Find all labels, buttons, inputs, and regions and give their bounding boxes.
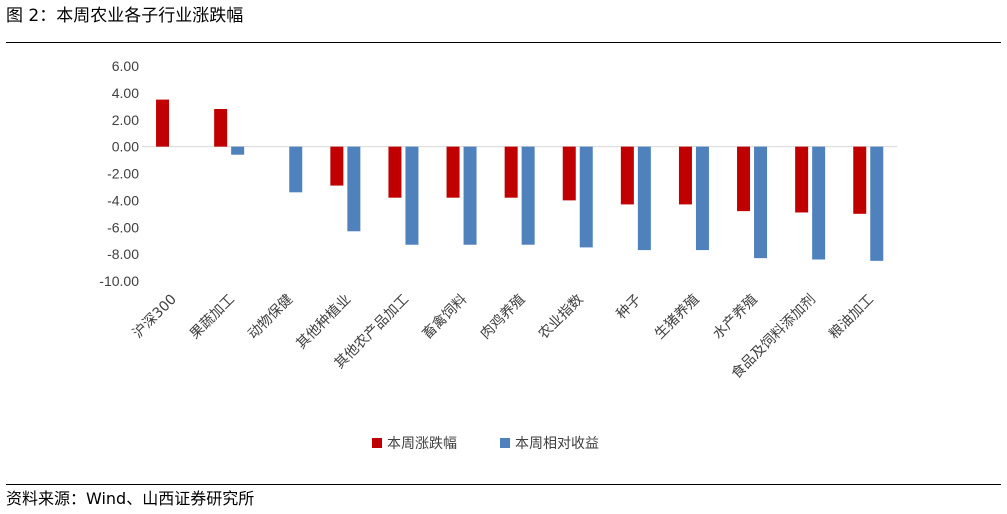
bar-weekly-change-11: [737, 146, 751, 212]
x-category-label: 水产养殖: [709, 291, 761, 343]
y-tick-label: 0.00: [112, 139, 139, 155]
bar-relative-return-13: [870, 146, 884, 261]
bar-weekly-change-10: [678, 146, 692, 205]
x-category-label: 其他种植业: [293, 292, 354, 353]
legend-swatch: [372, 438, 382, 448]
bar-relative-return-5: [405, 146, 419, 245]
bar-relative-return-11: [754, 146, 768, 259]
bar-relative-return-10: [695, 146, 709, 251]
legend-label: 本周涨跌幅: [387, 436, 457, 452]
y-axis-ticks: 6.00 4.00 2.00 0.00 -2.00 -4.00 -6.00 -8.00 -10.…: [99, 58, 139, 289]
x-category-label: 畜禽饲料: [419, 291, 471, 343]
y-tick-label: -4.00: [107, 192, 139, 208]
x-category-label: 农业指数: [536, 292, 587, 343]
x-category-label: 粮油加工: [826, 292, 877, 343]
bar-relative-return-8: [579, 146, 593, 248]
bars: [156, 99, 884, 261]
bar-weekly-change-6: [446, 146, 460, 198]
x-category-label: 动物保健: [245, 292, 296, 343]
bottom-rule: [6, 484, 1001, 485]
x-category-label: 果蔬加工: [187, 292, 238, 343]
y-tick-label: -2.00: [107, 166, 139, 182]
legend-label: 本周相对收益: [515, 436, 599, 452]
bar-weekly-change-5: [388, 146, 402, 198]
bar-relative-return-6: [463, 146, 477, 245]
x-category-label: 沪深300: [130, 292, 180, 342]
y-tick-label: 2.00: [112, 112, 139, 128]
bar-weekly-change-13: [853, 146, 867, 214]
x-category-label: 种子: [614, 292, 645, 323]
source-note: 资料来源：Wind、山西证券研究所: [6, 489, 255, 508]
x-category-label: 生猪养殖: [651, 291, 703, 343]
bar-weekly-change-4: [330, 146, 344, 186]
legend-swatch: [500, 438, 510, 448]
figure-title: 图 2：本周农业各子行业涨跌幅: [6, 6, 244, 26]
bar-weekly-change-7: [504, 146, 518, 198]
bar-relative-return-9: [637, 146, 651, 251]
y-tick-label: 6.00: [112, 58, 139, 74]
y-tick-label: -6.00: [107, 219, 139, 235]
bar-relative-return-4: [347, 146, 361, 232]
x-category-label: 肉鸡养殖: [477, 291, 529, 343]
y-tick-label: -10.00: [99, 273, 139, 289]
bar-weekly-change-1: [156, 99, 170, 147]
bar-relative-return-7: [521, 146, 535, 245]
top-rule: [6, 42, 1001, 43]
bar-weekly-change-8: [562, 146, 576, 201]
bar-weekly-change-12: [795, 146, 809, 213]
bar-weekly-change-9: [620, 146, 634, 205]
bar-chart: 6.00 4.00 2.00 0.00 -2.00 -4.00 -6.00 -8.00 -10.…: [99, 58, 898, 452]
y-tick-label: 4.00: [112, 85, 139, 101]
y-tick-label: -8.00: [107, 246, 139, 262]
bar-relative-return-3: [289, 146, 303, 193]
bar-relative-return-2: [231, 146, 245, 155]
bar-relative-return-12: [812, 146, 826, 260]
x-axis-labels: 沪深300 果蔬加工 动物保健其他种植业其他农产品加工 畜禽饲料 肉鸡养殖 农业指数 种子生…: [130, 291, 877, 382]
bar-weekly-change-2: [214, 109, 228, 147]
legend: 本周涨跌幅 本周相对收益: [372, 436, 599, 452]
